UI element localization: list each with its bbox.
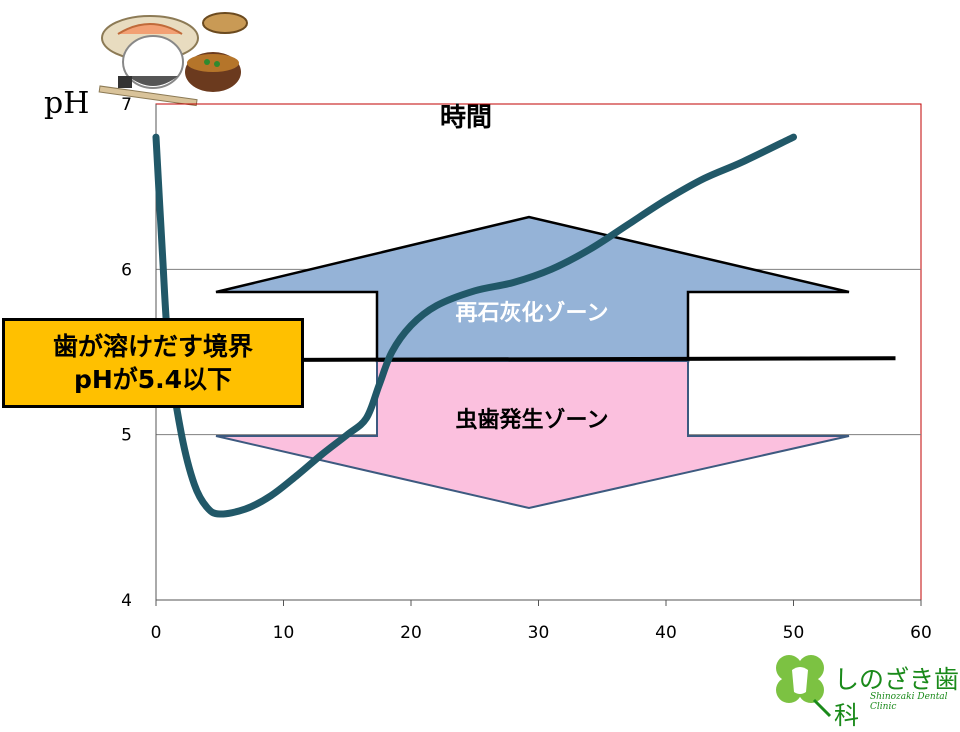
ph-threshold-callout: 歯が溶けだす境界 pHが5.4以下 [2, 318, 304, 408]
x-tick-label: 20 [400, 623, 422, 643]
y-tick-label: 4 [121, 591, 132, 611]
remineralization-zone-label: 再石灰化ゾーン [456, 300, 609, 326]
x-tick-label: 0 [151, 623, 162, 643]
clover-tooth-icon [776, 655, 832, 718]
callout-line-2: pHが5.4以下 [73, 365, 233, 394]
remineralization-arrow [215, 215, 850, 363]
x-tick-label: 40 [655, 623, 677, 643]
x-tick-label: 10 [273, 623, 295, 643]
decay-zone-label: 虫歯発生ゾーン [456, 407, 609, 433]
clinic-logo-subtitle: Shinozaki Dental Clinic [870, 692, 948, 712]
y-tick-label: 7 [121, 95, 132, 115]
y-axis-label: pH [44, 86, 90, 121]
x-tick-label: 30 [528, 623, 550, 643]
x-tick-label: 60 [910, 623, 932, 643]
ph-curve-line [152, 133, 797, 518]
callout-line-1: 歯が溶けだす境界 [52, 332, 253, 361]
y-tick-label: 5 [121, 426, 132, 446]
japanese-meal-icon [98, 12, 248, 107]
y-tick-label: 6 [121, 260, 132, 280]
x-tick-label: 50 [783, 623, 805, 643]
clinic-logo-name: しのざき歯科 [834, 665, 960, 730]
chart-title: 時間 [440, 103, 492, 133]
